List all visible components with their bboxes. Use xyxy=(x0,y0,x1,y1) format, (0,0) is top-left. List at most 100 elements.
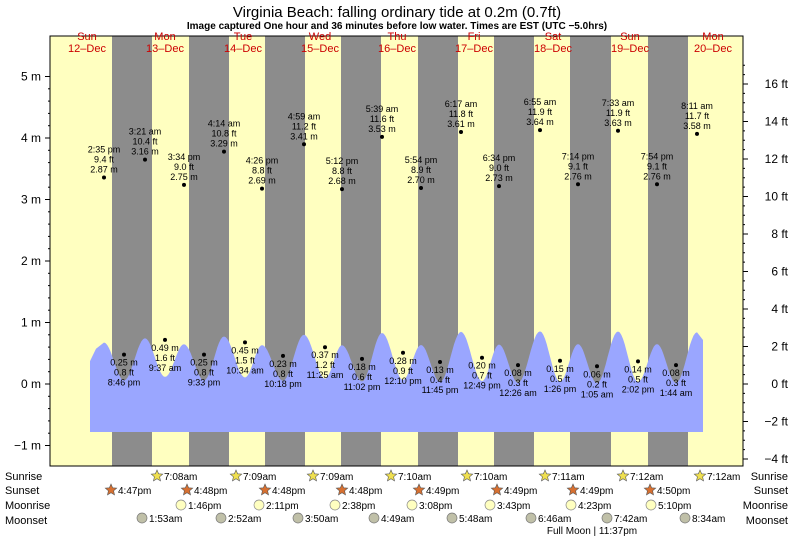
low-tide-labels: 0.25 m0.8 ft8:46 pm0.49 m1.6 ft9:37 am0.… xyxy=(108,337,692,399)
high-tide-marker xyxy=(380,134,384,139)
sunrise-icon xyxy=(306,469,320,482)
plot-frame xyxy=(49,35,744,467)
high-tide-marker xyxy=(695,131,699,136)
high-tide-time: 7:14 pm xyxy=(562,151,595,161)
high-tide-feet: 8.8 ft xyxy=(252,166,273,176)
sunset-time: 4:50pm xyxy=(657,486,690,497)
full-moon-label: Full Moon | 11:37pm xyxy=(547,526,637,537)
high-tide-feet: 11.7 ft xyxy=(685,111,710,121)
sunrise-time: 7:10am xyxy=(474,472,507,483)
high-tide-feet: 10.8 ft xyxy=(211,129,237,139)
day-date: 20–Dec xyxy=(694,43,732,55)
low-tide-metres: 0.23 m xyxy=(269,359,297,369)
sunset-icon xyxy=(490,483,504,496)
day-date: 16–Dec xyxy=(378,43,416,55)
low-tide-feet: 1.6 ft xyxy=(155,353,176,363)
low-tide-metres: 0.49 m xyxy=(151,343,179,353)
high-tide-feet: 11.8 ft xyxy=(449,109,474,119)
high-tide-metres: 2.76 m xyxy=(564,171,592,181)
sunset-time: 4:48pm xyxy=(349,486,382,497)
high-tide-feet: 8.9 ft xyxy=(411,165,432,175)
low-tide-feet: 0.3 ft xyxy=(508,378,529,388)
low-tide-metres: 0.06 m xyxy=(583,369,611,379)
moonset-time: 2:52am xyxy=(228,514,261,525)
sunrise-icon xyxy=(150,469,164,482)
high-tide-marker xyxy=(655,182,659,187)
high-tide-time: 4:59 am xyxy=(288,111,321,121)
right-tick-label: 16 ft xyxy=(765,77,789,91)
sunset-icon xyxy=(335,483,349,496)
low-tide-metres: 0.20 m xyxy=(468,361,496,371)
day-date: 14–Dec xyxy=(224,43,262,55)
moonset-time: 3:50am xyxy=(305,514,338,525)
sunset-row-label-right: Sunset xyxy=(754,485,788,497)
sunset-row-label: Sunset xyxy=(5,485,39,497)
moonset-time: 1:53am xyxy=(149,514,182,525)
sunrise-row-label: Sunrise xyxy=(5,471,42,483)
low-tide-time: 10:34 am xyxy=(226,365,264,375)
sunrise-icon xyxy=(616,469,630,482)
high-tide-feet: 9.4 ft xyxy=(94,154,115,164)
tide-curve xyxy=(90,331,703,432)
high-tide-feet: 9.0 ft xyxy=(489,163,510,173)
sunrise-icon xyxy=(460,469,474,482)
sunset-icon xyxy=(412,483,426,496)
moonrise-time: 4:23pm xyxy=(578,501,611,512)
moonset-icon xyxy=(215,512,227,524)
low-tide-marker xyxy=(480,355,484,360)
high-tide-marker xyxy=(302,142,306,147)
high-tide-marker xyxy=(102,175,106,180)
moonset-time: 5:48am xyxy=(459,514,492,525)
high-tide-marker xyxy=(576,182,580,187)
low-tide-marker xyxy=(360,356,364,361)
sunset-time: 4:47pm xyxy=(118,486,151,497)
high-tide-time: 4:26 pm xyxy=(246,156,279,166)
sunset-icon xyxy=(258,483,272,496)
day-date: 17–Dec xyxy=(455,43,493,55)
left-tick-label: 0 m xyxy=(21,377,41,391)
moonset-row-label: Moonset xyxy=(5,515,47,527)
low-tide-marker xyxy=(558,358,562,363)
high-tide-time: 4:14 am xyxy=(208,119,241,129)
moonset-icon xyxy=(601,512,613,524)
tide-area xyxy=(90,331,703,432)
low-tide-metres: 0.25 m xyxy=(110,358,138,368)
sunrise-icon xyxy=(538,469,552,482)
high-tide-marker xyxy=(616,128,620,133)
low-tide-time: 11:25 am xyxy=(307,370,344,380)
low-tide-metres: 0.37 m xyxy=(311,350,339,360)
day-labels: Sun12–DecMon13–DecTue14–DecWed15–DecThu1… xyxy=(68,31,732,55)
low-tide-marker xyxy=(163,337,167,342)
low-tide-metres: 0.18 m xyxy=(348,362,376,372)
high-tide-metres: 2.73 m xyxy=(485,173,513,183)
right-tick-label: −2 ft xyxy=(764,415,788,429)
sunrise-icon xyxy=(384,469,398,482)
high-tide-marker xyxy=(143,157,147,162)
moonrise-row-label: Moonrise xyxy=(5,500,50,512)
low-tide-feet: 0.8 ft xyxy=(114,368,135,378)
high-tide-feet: 8.8 ft xyxy=(332,166,353,176)
moonrise-time: 5:10pm xyxy=(658,501,691,512)
moonset-time: 7:42am xyxy=(614,514,647,525)
high-tide-marker xyxy=(538,128,542,133)
left-tick-label: 5 m xyxy=(21,70,41,84)
high-tide-metres: 2.75 m xyxy=(170,172,198,182)
low-tide-marker xyxy=(674,363,678,368)
high-tide-feet: 11.6 ft xyxy=(370,114,395,124)
low-tide-feet: 0.9 ft xyxy=(393,366,414,376)
high-tide-time: 6:34 pm xyxy=(483,153,516,163)
low-tide-marker xyxy=(636,359,640,364)
high-tide-metres: 2.70 m xyxy=(407,175,435,185)
low-tide-metres: 0.13 m xyxy=(426,365,454,375)
day-date: 18–Dec xyxy=(534,43,572,55)
sunset-time: 4:49pm xyxy=(580,486,613,497)
sunrise-time: 7:12am xyxy=(707,472,740,483)
high-tide-metres: 3.63 m xyxy=(604,118,632,128)
day-of-week: Sun xyxy=(77,31,97,43)
chart-title: Virginia Beach: falling ordinary tide at… xyxy=(233,4,561,21)
low-tide-feet: 0.8 ft xyxy=(194,368,215,378)
left-tick-label: 2 m xyxy=(21,254,41,268)
low-tide-time: 1:05 am xyxy=(581,389,614,399)
